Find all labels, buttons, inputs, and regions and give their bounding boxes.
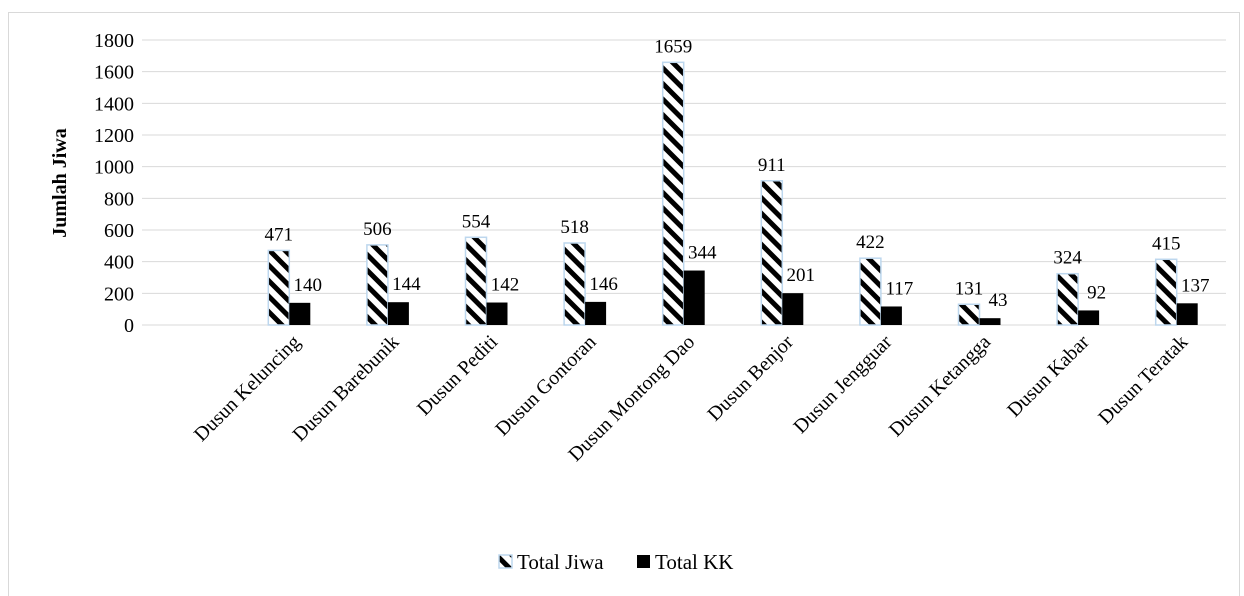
bar-total-jiwa <box>267 249 291 326</box>
data-label-total-kk: 137 <box>1181 275 1210 296</box>
data-label-total-jiwa: 518 <box>560 217 589 238</box>
x-tick-label: Dusun Kabar <box>1003 331 1094 422</box>
bar-total-kk <box>683 270 705 325</box>
bar-total-jiwa <box>464 236 488 326</box>
y-tick-label: 1800 <box>94 30 134 52</box>
y-tick-label: 1400 <box>94 93 134 115</box>
bar-total-jiwa <box>563 242 586 326</box>
legend-item-total-jiwa: Total Jiwa <box>498 550 604 574</box>
bars <box>267 61 1198 326</box>
data-label-total-kk: 142 <box>491 275 520 296</box>
x-tick-label: Dusun Benjor <box>703 331 798 426</box>
y-tick-label: 1200 <box>94 125 134 147</box>
bar-total-kk <box>1078 310 1100 325</box>
bar-total-kk <box>880 306 902 325</box>
data-labels: 471 140 506 144 554 142 518 146 1659 344 911 201 422… <box>265 36 1210 311</box>
x-tick-label: Dusun Teratak <box>1094 331 1192 429</box>
data-label-total-jiwa: 131 <box>955 278 984 299</box>
x-tick-label: Dusun Gontoran <box>491 331 600 440</box>
bar-total-jiwa <box>957 303 981 326</box>
data-label-total-jiwa: 324 <box>1053 248 1082 269</box>
bar-total-kk <box>782 293 804 325</box>
data-label-total-kk: 146 <box>589 274 618 295</box>
data-label-total-kk: 43 <box>989 290 1008 311</box>
data-label-total-kk: 344 <box>688 243 717 264</box>
bar-total-jiwa <box>366 244 389 326</box>
y-tick-label: 600 <box>104 220 134 242</box>
x-tick-label: Dusun Pediti <box>413 331 502 420</box>
y-tick-label: 0 <box>124 315 134 337</box>
y-axis-ticks: 0 200 400 600 800 1000 1200 1400 1600 1800 <box>94 30 134 337</box>
legend-label-total-kk: Total KK <box>655 550 733 574</box>
data-label-total-kk: 201 <box>787 265 816 286</box>
data-label-total-jiwa: 415 <box>1152 233 1181 254</box>
bar-total-jiwa <box>760 180 784 326</box>
x-tick-label: Dusun Barebunik <box>288 331 403 446</box>
bar-total-kk <box>1176 303 1198 325</box>
legend-swatch-total-kk <box>637 555 650 568</box>
data-label-total-jiwa: 1659 <box>654 36 692 57</box>
x-tick-label: Dusun Ketangga <box>885 331 995 441</box>
bar-total-kk <box>387 302 409 325</box>
data-label-total-jiwa: 911 <box>758 155 786 176</box>
y-tick-label: 800 <box>104 188 134 210</box>
legend: Total Jiwa Total KK <box>498 550 733 574</box>
data-label-total-kk: 92 <box>1087 282 1106 303</box>
bar-total-jiwa <box>1056 272 1079 326</box>
legend-item-total-kk: Total KK <box>637 550 733 574</box>
chart-frame <box>8 12 1240 596</box>
data-label-total-jiwa: 554 <box>462 211 491 232</box>
y-tick-label: 400 <box>104 252 134 274</box>
bar-total-jiwa <box>661 61 685 326</box>
bar-total-kk <box>585 301 607 325</box>
data-label-total-jiwa: 422 <box>856 232 885 253</box>
y-axis-label: Jumlah Jiwa <box>49 128 71 237</box>
x-tick-label: Dusun Keluncing <box>190 331 305 446</box>
bar-total-jiwa <box>1154 258 1178 326</box>
x-tick-label: Dusun Jengguar <box>789 331 896 438</box>
legend-swatch-total-jiwa <box>498 554 513 569</box>
bar-total-jiwa <box>859 257 882 326</box>
y-tick-label: 200 <box>104 283 134 305</box>
bar-total-kk <box>289 302 311 325</box>
y-tick-label: 1600 <box>94 62 134 84</box>
data-label-total-jiwa: 506 <box>363 219 392 240</box>
bar-total-kk <box>979 318 1001 325</box>
legend-label-total-jiwa: Total Jiwa <box>517 550 604 574</box>
bar-total-kk <box>486 302 508 325</box>
data-label-total-jiwa: 471 <box>265 224 294 245</box>
y-tick-label: 1000 <box>94 157 134 179</box>
data-label-total-kk: 144 <box>392 274 421 295</box>
data-label-total-kk: 117 <box>886 278 914 299</box>
data-label-total-kk: 140 <box>294 275 323 296</box>
